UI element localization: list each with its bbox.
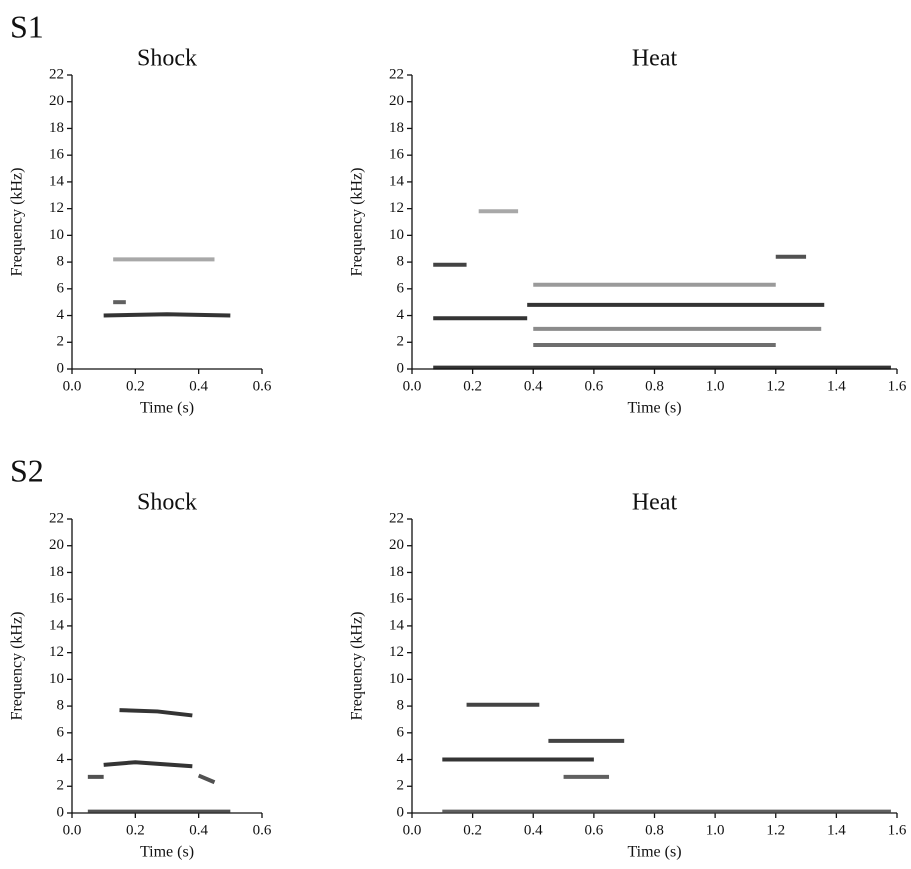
x-tick-label: 0.4 [189,822,208,838]
y-axis-label: Frequency (kHz) [349,168,366,277]
y-tick-label: 12 [49,200,64,216]
y-tick-label: 22 [389,66,404,82]
y-tick-label: 14 [49,617,65,633]
x-tick-label: 1.6 [888,378,907,394]
x-tick-label: 1.2 [766,822,785,838]
y-tick-label: 4 [397,307,405,323]
y-tick-label: 8 [397,254,405,270]
chart-title: Heat [632,490,678,516]
x-tick-label: 0.0 [63,378,82,394]
y-tick-label: 22 [49,66,64,82]
y-tick-label: 10 [389,671,404,687]
y-tick-label: 12 [389,644,404,660]
y-tick-label: 20 [49,93,64,109]
x-tick-label: 0.6 [585,822,604,838]
y-axis-label: Frequency (kHz) [9,612,26,721]
x-tick-label: 1.4 [827,822,846,838]
x-axis-label: Time (s) [627,400,681,417]
y-tick-label: 4 [397,751,405,767]
x-axis-label: Time (s) [140,844,194,861]
y-tick-label: 2 [397,334,405,350]
y-tick-label: 4 [57,307,65,323]
y-tick-label: 20 [389,537,404,553]
y-tick-label: 16 [389,147,405,163]
y-tick-label: 0 [57,360,65,376]
y-tick-label: 8 [397,698,405,714]
x-tick-label: 0.8 [645,822,664,838]
x-tick-label: 0.4 [189,378,208,394]
y-tick-label: 18 [49,120,64,136]
x-tick-label: 0.4 [524,822,543,838]
y-tick-label: 0 [397,804,405,820]
y-tick-label: 18 [389,120,404,136]
y-tick-label: 6 [397,280,405,296]
y-tick-label: 0 [57,804,65,820]
y-tick-label: 2 [57,334,65,350]
y-tick-label: 2 [397,778,405,794]
y-tick-label: 22 [389,510,404,526]
y-axis-label: Frequency (kHz) [9,168,26,277]
x-tick-label: 0.2 [463,378,482,394]
x-tick-label: 0.4 [524,378,543,394]
x-tick-label: 0.6 [585,378,604,394]
y-tick-label: 6 [57,280,65,296]
x-tick-label: 0.2 [126,822,145,838]
y-tick-label: 20 [49,537,64,553]
y-tick-label: 18 [389,564,404,580]
y-tick-label: 14 [49,173,65,189]
y-tick-label: 14 [389,617,405,633]
x-axis-label: Time (s) [627,844,681,861]
y-tick-label: 16 [389,591,405,607]
y-tick-label: 14 [389,173,405,189]
y-tick-label: 12 [49,644,64,660]
chart-title: Shock [137,490,197,516]
x-tick-label: 0.2 [126,378,145,394]
x-tick-label: 1.0 [706,822,725,838]
row-label: S2 [10,452,44,488]
x-tick-label: 1.0 [706,378,725,394]
y-tick-label: 2 [57,778,65,794]
x-tick-label: 0.8 [645,378,664,394]
chart-title: Heat [632,46,678,72]
x-tick-label: 0.6 [253,378,272,394]
y-tick-label: 12 [389,200,404,216]
chart-title: Shock [137,46,197,72]
y-tick-label: 10 [49,671,64,687]
x-tick-label: 1.4 [827,378,846,394]
spectral-trace [197,773,216,785]
y-tick-label: 16 [49,147,65,163]
y-tick-label: 8 [57,698,65,714]
x-tick-label: 0.0 [403,822,422,838]
row-label: S1 [10,8,44,44]
x-tick-label: 0.0 [63,822,82,838]
spectral-trace [103,312,231,318]
x-tick-label: 1.2 [766,378,785,394]
y-axis-label: Frequency (kHz) [349,612,366,721]
y-tick-label: 10 [49,227,64,243]
x-axis-label: Time (s) [140,400,194,417]
x-tick-label: 0.6 [253,822,272,838]
y-tick-label: 18 [49,564,64,580]
y-tick-label: 22 [49,510,64,526]
y-tick-label: 0 [397,360,405,376]
y-tick-label: 20 [389,93,404,109]
y-tick-label: 6 [57,724,65,740]
y-tick-label: 6 [397,724,405,740]
y-tick-label: 4 [57,751,65,767]
x-tick-label: 1.6 [888,822,907,838]
x-tick-label: 0.0 [403,378,422,394]
spectral-trace [119,708,193,718]
y-tick-label: 8 [57,254,65,270]
y-tick-label: 16 [49,591,65,607]
x-tick-label: 0.2 [463,822,482,838]
spectral-trace [103,760,193,769]
y-tick-label: 10 [389,227,404,243]
